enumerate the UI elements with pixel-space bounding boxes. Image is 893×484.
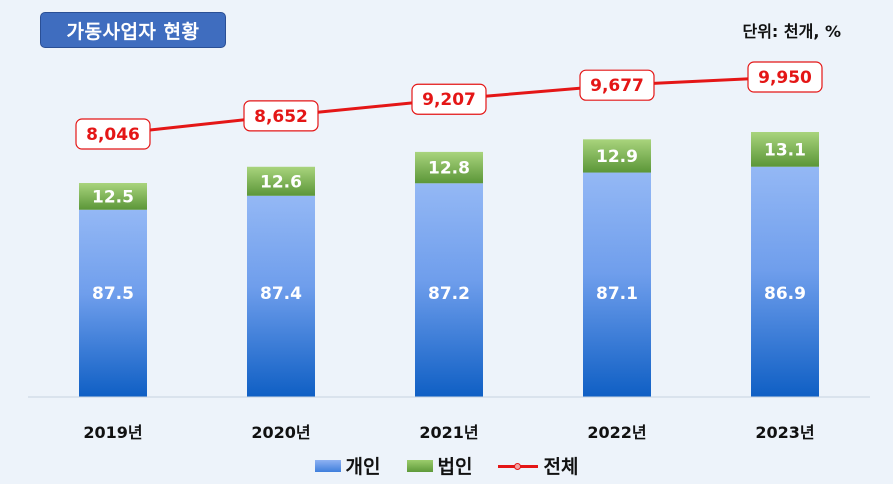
total-label-box-0	[75, 118, 151, 150]
data-label-individual-2: 87.2	[428, 284, 470, 304]
legend-swatch-total	[498, 460, 539, 472]
bar-individual-1	[247, 195, 315, 397]
legend-item-corporate: 법인	[406, 452, 473, 479]
x-tick-label-0: 2019년	[83, 423, 142, 442]
bar-corporate-2	[415, 151, 483, 184]
total-label-3: 9,677	[590, 76, 644, 96]
unit-label: 단위: 천개, %	[742, 22, 841, 41]
x-tick-label-4: 2023년	[755, 423, 814, 442]
legend-label-total: 전체	[543, 456, 579, 478]
legend: 개인 법인 전체	[0, 452, 893, 479]
total-label-4: 9,950	[758, 68, 812, 88]
x-tick-label-1: 2020년	[251, 423, 310, 442]
legend-item-individual: 개인	[314, 452, 381, 479]
total-label-box-3	[579, 69, 655, 101]
total-label-0: 8,046	[86, 125, 140, 145]
legend-swatch-corporate	[406, 459, 433, 472]
data-label-corporate-4: 13.1	[764, 140, 806, 160]
data-label-individual-0: 87.5	[92, 284, 134, 304]
total-label-1: 8,652	[254, 107, 308, 127]
legend-label-individual: 개인	[345, 456, 381, 478]
legend-item-total: 전체	[498, 452, 578, 479]
bar-corporate-0	[79, 183, 147, 210]
x-tick-label-2: 2021년	[419, 423, 478, 442]
data-label-individual-3: 87.1	[596, 284, 638, 304]
x-tick-label-3: 2022년	[587, 423, 646, 442]
data-label-corporate-3: 12.9	[596, 147, 638, 167]
data-label-corporate-1: 12.6	[260, 172, 302, 192]
total-label-2: 9,207	[422, 90, 476, 110]
bar-corporate-1	[247, 166, 315, 196]
total-label-box-2	[411, 83, 487, 115]
legend-swatch-individual	[314, 459, 341, 472]
total-label-box-4	[747, 61, 823, 93]
data-label-corporate-2: 12.8	[428, 159, 470, 179]
total-label-box-1	[243, 100, 319, 132]
bar-individual-0	[79, 209, 147, 397]
bar-individual-3	[583, 172, 651, 397]
data-label-individual-1: 87.4	[260, 284, 302, 304]
bar-individual-2	[415, 183, 483, 397]
legend-label-corporate: 법인	[437, 456, 473, 478]
chart-title: 가동사업자 현황	[40, 12, 226, 48]
bar-individual-4	[751, 166, 819, 397]
bar-corporate-4	[751, 132, 819, 167]
data-label-corporate-0: 12.5	[92, 187, 134, 207]
bar-corporate-3	[583, 139, 651, 173]
data-label-individual-4: 86.9	[764, 284, 806, 304]
